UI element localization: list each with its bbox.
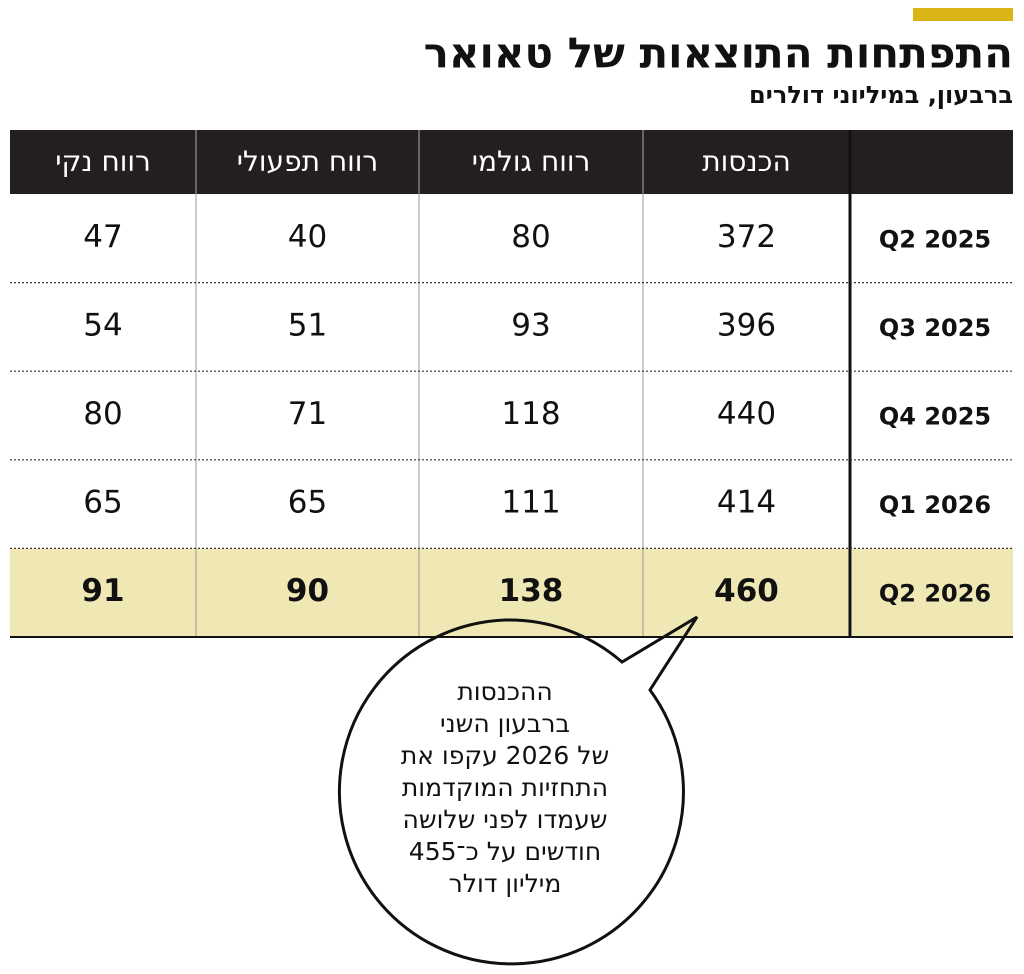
row-label: Q2 2025: [879, 225, 991, 253]
cell-value: 440: [717, 396, 776, 432]
subtitle: ברבעון, במיליוני דולרים: [749, 81, 1013, 109]
row-highlight: [852, 548, 1013, 637]
column-header: רווח נקי: [55, 145, 151, 178]
cell-value: 372: [717, 219, 776, 255]
callout-line: התחזיות המוקדמות: [402, 773, 608, 802]
row-label: Q1 2026: [879, 491, 991, 519]
cell-value: 414: [717, 485, 776, 521]
cell-value: 54: [83, 307, 122, 343]
callout-line: ההכנסות: [457, 677, 552, 706]
cell-value: 65: [83, 485, 122, 521]
callout-line: של 2026 עקפו את: [401, 741, 609, 770]
row-label: Q2 2026: [879, 580, 991, 608]
cell-value: 138: [499, 573, 564, 609]
callout-line: מיליון דולר: [449, 869, 562, 898]
row-label: Q3 2025: [879, 314, 991, 342]
cell-value: 396: [717, 307, 776, 343]
cell-value: 71: [288, 396, 327, 432]
cell-value: 118: [501, 396, 560, 432]
column-header: רווח תפעולי: [237, 145, 378, 178]
cell-value: 93: [511, 307, 550, 343]
cell-value: 80: [511, 219, 550, 255]
accent-bar: [913, 8, 1013, 21]
callout-bubble: [337, 615, 699, 966]
column-header: רווח גולמי: [472, 145, 591, 178]
cell-value: 460: [714, 573, 779, 609]
cell-value: 47: [83, 219, 122, 255]
row-label: Q4 2025: [879, 403, 991, 431]
cell-value: 90: [286, 573, 329, 609]
cell-value: 111: [501, 485, 560, 521]
cell-value: 80: [83, 396, 122, 432]
callout-line: שעמדו לפני שלושה: [403, 805, 608, 834]
column-header: הכנסות: [702, 145, 791, 178]
cell-value: 91: [81, 573, 124, 609]
callout-line: חודשים על כ־455: [409, 837, 601, 866]
cell-value: 65: [288, 485, 327, 521]
callout-line: ברבעון השני: [440, 709, 570, 738]
table-header: [10, 130, 1013, 194]
title: התפתחות התוצאות של טאואר: [424, 29, 1013, 78]
cell-value: 40: [288, 219, 327, 255]
row-highlight: [10, 548, 850, 637]
cell-value: 51: [288, 307, 327, 343]
